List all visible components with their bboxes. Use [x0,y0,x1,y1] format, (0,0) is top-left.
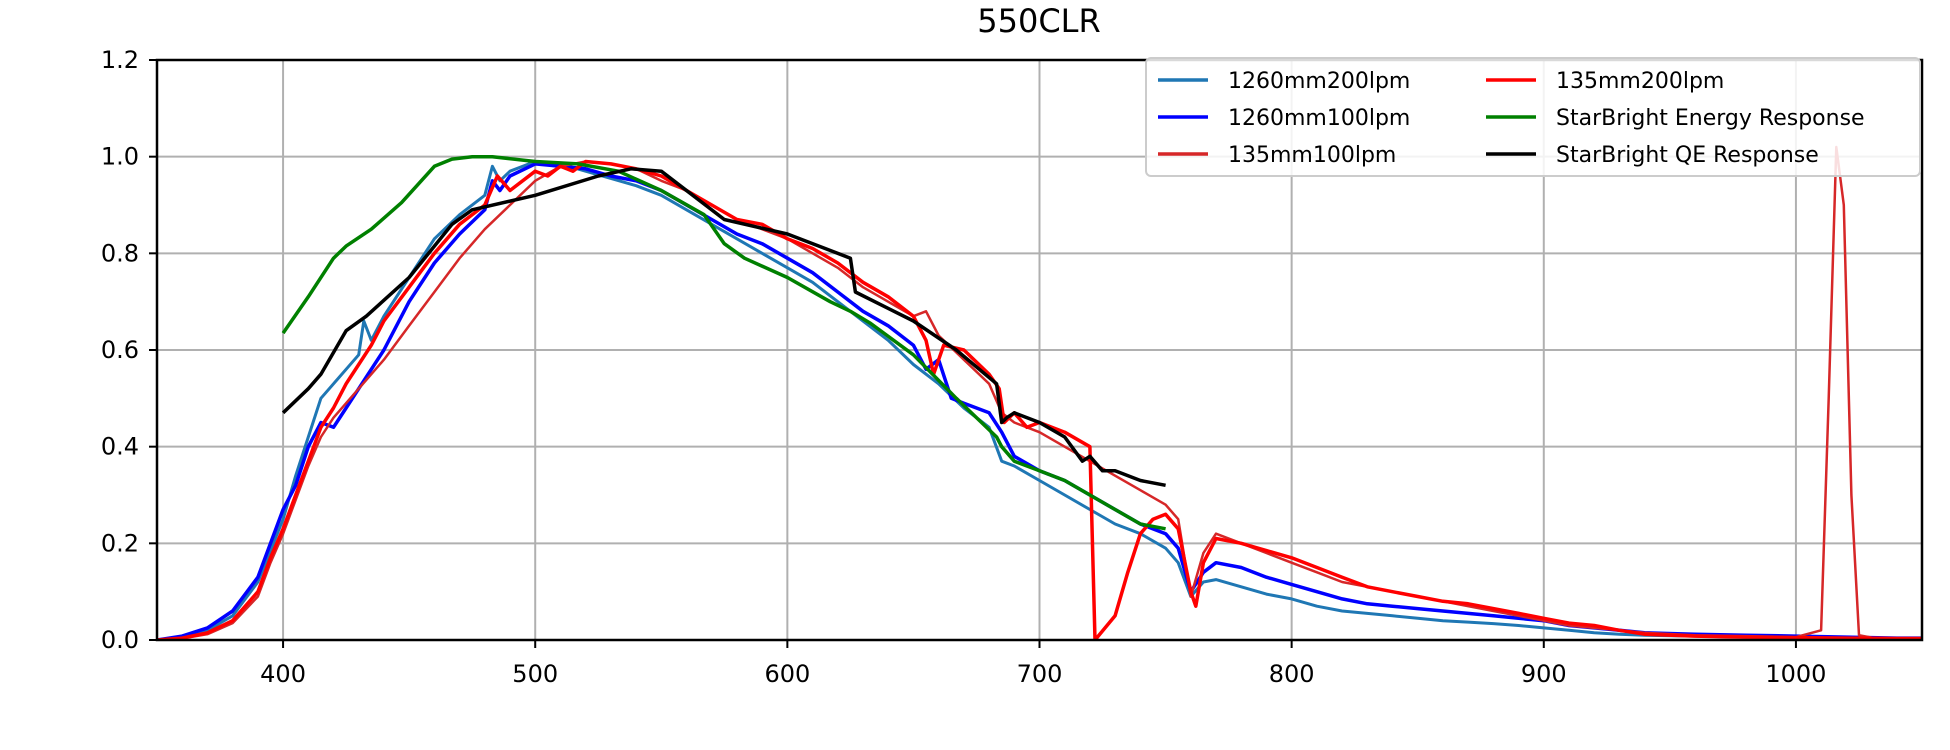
legend-label: 1260mm200lpm [1228,69,1410,94]
x-tick-label: 400 [260,660,306,688]
x-tick-label: 1000 [1765,660,1826,688]
y-tick-label: 1.0 [101,143,139,171]
legend-label: StarBright Energy Response [1556,106,1865,131]
legend-label: 135mm100lpm [1228,143,1396,168]
y-tick-label: 0.2 [101,529,139,557]
legend-label: StarBright QE Response [1556,143,1819,168]
series-line-starbright-qe-response [281,167,1166,488]
y-axis: 0.0 0.2 0.4 0.6 0.8 1.0 1.2 [101,46,157,654]
y-tick-label: 0.6 [101,336,139,364]
legend-label: 135mm200lpm [1556,69,1724,94]
x-tick-label: 500 [512,660,558,688]
series-line-starbright-energy-response [281,154,1166,531]
y-tick-label: 0.8 [101,239,139,267]
legend-label: 1260mm100lpm [1228,106,1410,131]
x-tick-label: 600 [764,660,810,688]
x-tick-label: 800 [1269,660,1315,688]
y-tick-label: 0.0 [101,626,139,654]
plot-area [157,145,1922,640]
chart-title: 550CLR [977,2,1100,40]
x-tick-label: 700 [1017,660,1063,688]
series-line-135mm200lpm [157,159,1922,640]
x-tick-label: 900 [1521,660,1567,688]
x-axis: 400 500 600 700 800 900 1000 [260,640,1826,688]
y-tick-label: 0.4 [101,433,139,461]
y-tick-label: 1.2 [101,46,139,74]
series-line-1260mm200lpm [157,160,1922,640]
legend: 1260mm200lpm 1260mm100lpm 135mm100lpm 135mm… [1145,57,1921,177]
